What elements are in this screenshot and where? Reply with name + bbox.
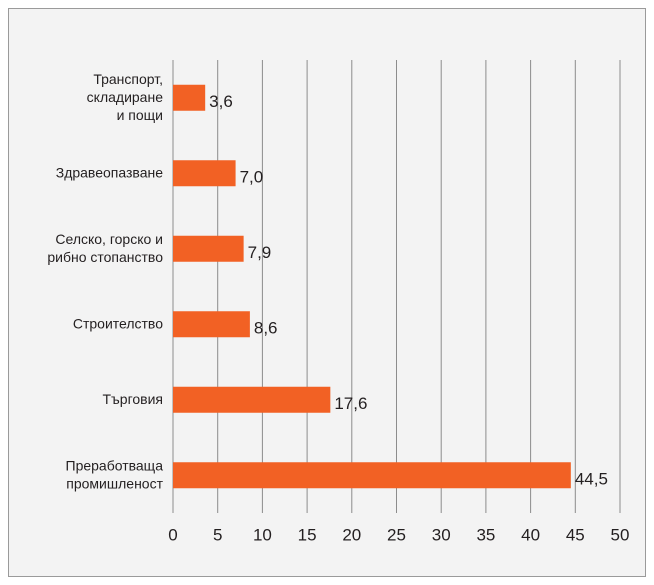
value-label: 3,6 (209, 92, 233, 111)
x-tick-label: 15 (298, 525, 317, 544)
category-label: Строителство (73, 315, 163, 331)
category-label: Транспорт, складиране и пощи (87, 70, 164, 122)
x-tick-label: 45 (566, 525, 585, 544)
x-tick-label: 20 (342, 525, 361, 544)
bar (173, 311, 250, 338)
x-tick-label: 0 (168, 525, 177, 544)
x-tick-label: 30 (432, 525, 451, 544)
x-tick-label: 40 (521, 525, 540, 544)
category-label: Селско, горско и рибно стопанство (47, 230, 163, 264)
category-label-line: промишленост (66, 475, 163, 491)
category-label: Преработваща промишленост (66, 457, 164, 491)
category-label-line: Транспорт, (93, 70, 163, 86)
value-label: 8,6 (254, 319, 278, 338)
value-label: 7,9 (248, 243, 272, 262)
category-label: Здравеопазване (56, 164, 163, 180)
bar (173, 235, 244, 262)
category-label-line: и пощи (117, 106, 163, 122)
value-label: 7,0 (240, 168, 264, 187)
x-tick-label: 10 (253, 525, 272, 544)
category-label-line: складиране (87, 88, 164, 104)
category-label-line: рибно стопанство (47, 248, 163, 264)
bar (173, 84, 206, 111)
value-label: 17,6 (334, 394, 367, 413)
x-tick-label: 25 (387, 525, 406, 544)
bar (173, 386, 331, 413)
x-tick-label: 35 (476, 525, 495, 544)
category-label-line: Търговия (102, 390, 163, 406)
value-label: 44,5 (575, 470, 608, 489)
x-tick-label: 5 (213, 525, 222, 544)
category-label-line: Преработваща (66, 457, 164, 473)
category-label: Търговия (102, 390, 163, 406)
bar (173, 462, 571, 489)
category-label-line: Здравеопазване (56, 164, 163, 180)
x-tick-label: 50 (611, 525, 630, 544)
category-label-line: Строителство (73, 315, 163, 331)
bar (173, 160, 236, 187)
category-label-line: Селско, горско и (55, 230, 163, 246)
